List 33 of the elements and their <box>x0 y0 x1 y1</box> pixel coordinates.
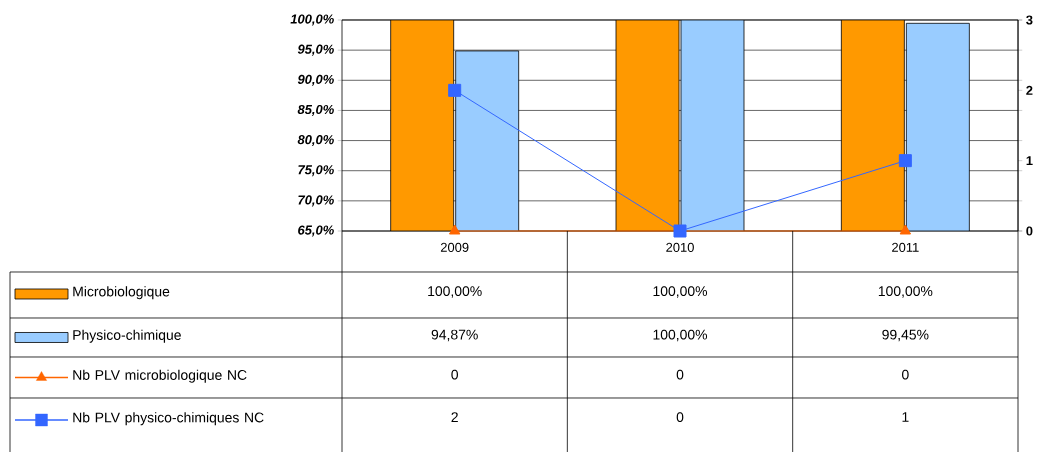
y2-tick-label: 1 <box>1026 156 1033 165</box>
y-tick-label: 75,0% <box>298 165 334 177</box>
y-tick-label: 95,0% <box>297 44 334 56</box>
y2-tick-label: 0 <box>1026 226 1033 236</box>
x-tick-label: 2009 <box>440 242 469 252</box>
data-label: 0 <box>676 412 684 422</box>
data-label: 100,00% <box>878 286 933 298</box>
data-label: 100,00% <box>428 286 482 298</box>
data-label: 100,00% <box>653 286 708 298</box>
x-tick-label: 2010 <box>666 242 694 252</box>
data-label: 0 <box>676 369 684 380</box>
data-label: 94,87% <box>431 329 478 342</box>
y-tick-label: 100,0% <box>290 14 334 26</box>
legend-label: Nb PLV microbiologique NC <box>73 369 247 383</box>
y2-tick-label: 3 <box>1026 15 1033 25</box>
point <box>898 153 912 167</box>
legend-label: Microbiologique <box>73 286 170 300</box>
data-label: 2 <box>451 412 458 422</box>
data-label: 0 <box>451 369 459 380</box>
x-tick-label: 2011 <box>892 242 919 252</box>
y-tick-label: 90,0% <box>297 74 334 86</box>
data-label: 0 <box>902 369 909 380</box>
y-tick-label: 85,0% <box>297 104 334 116</box>
data-label: 99,45% <box>882 329 929 342</box>
legend-label: Physico-chimique <box>73 329 181 343</box>
data-label: 100,00% <box>653 329 708 342</box>
point <box>448 83 462 97</box>
data-label: 1 <box>902 412 909 422</box>
y-tick-label: 80,0% <box>297 134 334 146</box>
y-tick-label: 70,0% <box>298 195 334 207</box>
legend-label: Nb PLV physico-chimiques NC <box>73 412 264 426</box>
y2-tick-label: 2 <box>1026 85 1033 95</box>
y-tick-label: 65,0% <box>298 225 334 237</box>
